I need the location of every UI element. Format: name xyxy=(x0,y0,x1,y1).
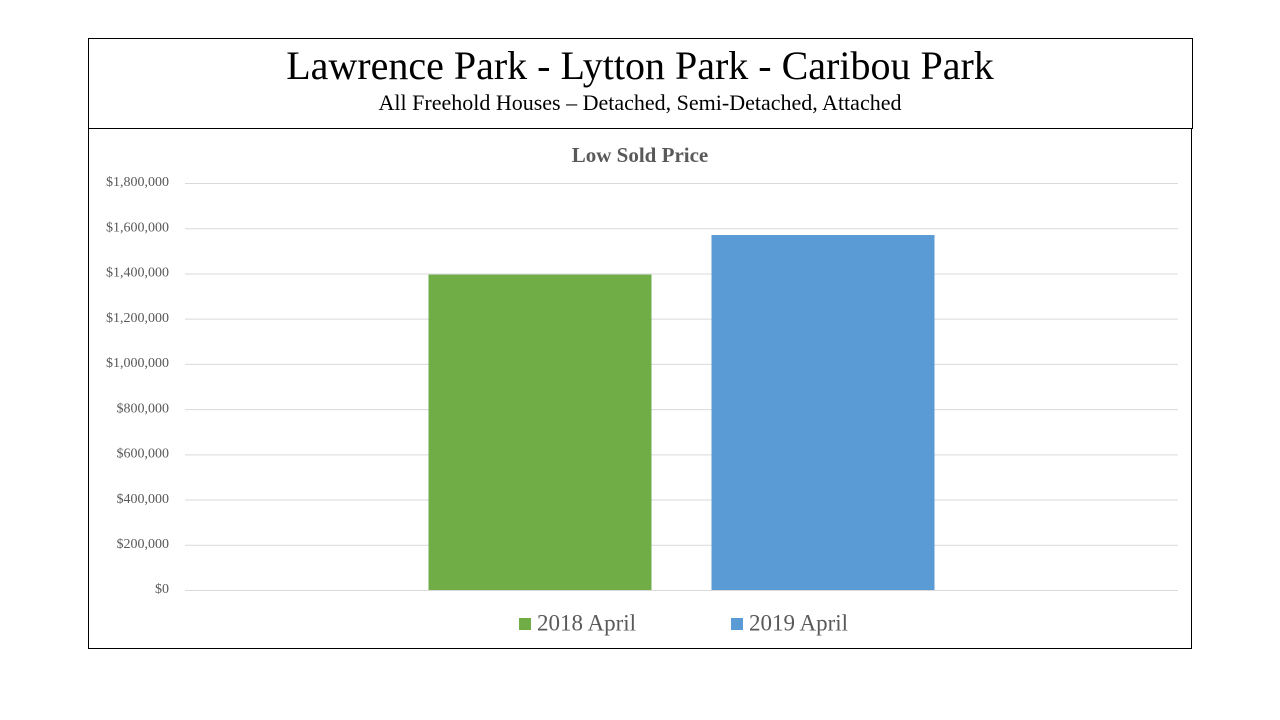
y-tick-label: $1,000,000 xyxy=(106,356,169,371)
legend-swatch xyxy=(731,618,743,630)
y-tick-label: $1,600,000 xyxy=(106,220,169,235)
chart-title: Low Sold Price xyxy=(572,143,709,167)
y-tick-label: $200,000 xyxy=(117,537,170,552)
y-tick-label: $0 xyxy=(155,582,169,597)
page-subtitle: All Freehold Houses – Detached, Semi-Det… xyxy=(379,90,902,115)
legend-label: 2018 April xyxy=(537,610,636,635)
y-tick-label: $1,200,000 xyxy=(106,311,169,326)
y-tick-label: $800,000 xyxy=(117,401,170,416)
page-title: Lawrence Park - Lytton Park - Caribou Pa… xyxy=(286,43,994,88)
legend-label: 2019 April xyxy=(749,610,848,635)
header-box xyxy=(88,38,1193,129)
bar xyxy=(711,235,935,590)
y-tick-label: $400,000 xyxy=(117,492,170,507)
legend-swatch xyxy=(519,618,531,630)
y-tick-label: $1,800,000 xyxy=(106,175,169,190)
y-tick-label: $1,400,000 xyxy=(106,266,169,281)
y-tick-label: $600,000 xyxy=(117,447,170,462)
bar xyxy=(428,274,652,590)
